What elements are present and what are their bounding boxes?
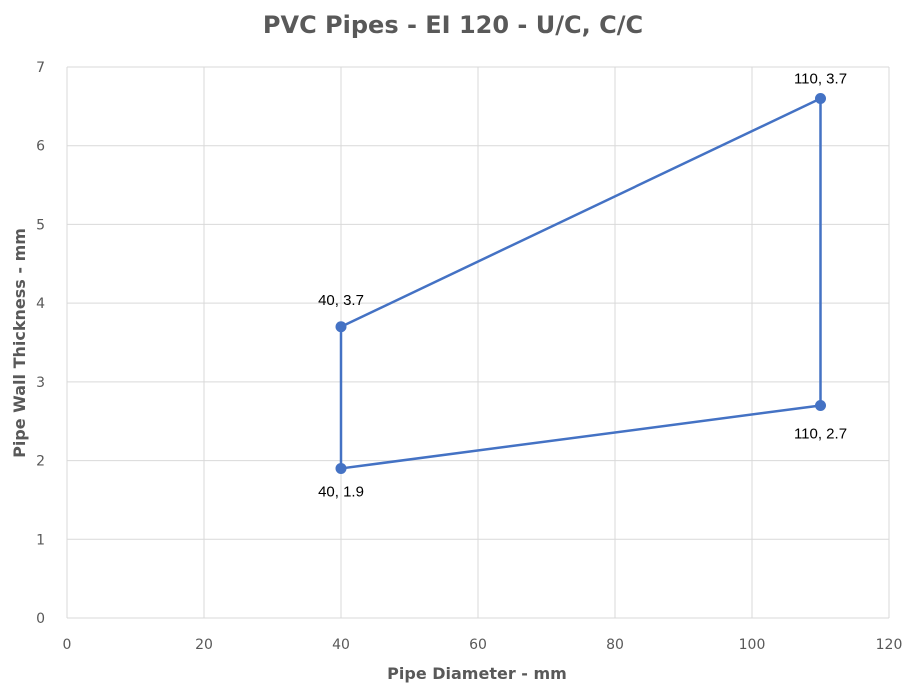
y-tick-label: 5 — [36, 217, 45, 233]
ticks: 0 1 2 3 4 5 6 7 0 20 40 60 80 100 120 — [36, 60, 902, 653]
chart-title: PVC Pipes - EI 120 - U/C, C/C — [263, 11, 643, 39]
series-layer — [335, 92, 826, 474]
x-axis-title: Pipe Diameter - mm — [387, 664, 567, 683]
data-point — [335, 462, 347, 474]
y-tick-label: 7 — [36, 60, 45, 76]
data-label: 40, 1.9 — [318, 483, 364, 500]
y-tick-label: 0 — [36, 611, 45, 627]
y-tick-label: 4 — [36, 296, 45, 312]
data-point — [815, 92, 826, 104]
y-axis-title: Pipe Wall Thickness - mm — [10, 228, 29, 458]
data-label: 40, 3.7 — [318, 292, 364, 309]
data-point — [335, 321, 347, 333]
grid — [66, 66, 890, 619]
x-tick-label: 40 — [332, 637, 350, 653]
x-tick-label: 80 — [606, 637, 624, 653]
data-label: 110, 3.7 — [794, 70, 847, 87]
x-tick-label: 20 — [195, 637, 213, 653]
y-tick-label: 2 — [36, 454, 45, 470]
x-tick-label: 100 — [739, 637, 766, 653]
y-tick-label: 3 — [36, 375, 45, 391]
x-tick-label: 0 — [63, 637, 72, 653]
data-point — [815, 399, 826, 411]
data-label: 110, 2.7 — [794, 425, 847, 442]
y-tick-label: 6 — [36, 139, 45, 155]
y-tick-label: 1 — [36, 532, 45, 548]
x-tick-label: 120 — [876, 637, 903, 653]
x-tick-label: 60 — [469, 637, 487, 653]
data-labels: 40, 3.7 110, 3.7 110, 2.7 40, 1.9 — [318, 70, 847, 500]
